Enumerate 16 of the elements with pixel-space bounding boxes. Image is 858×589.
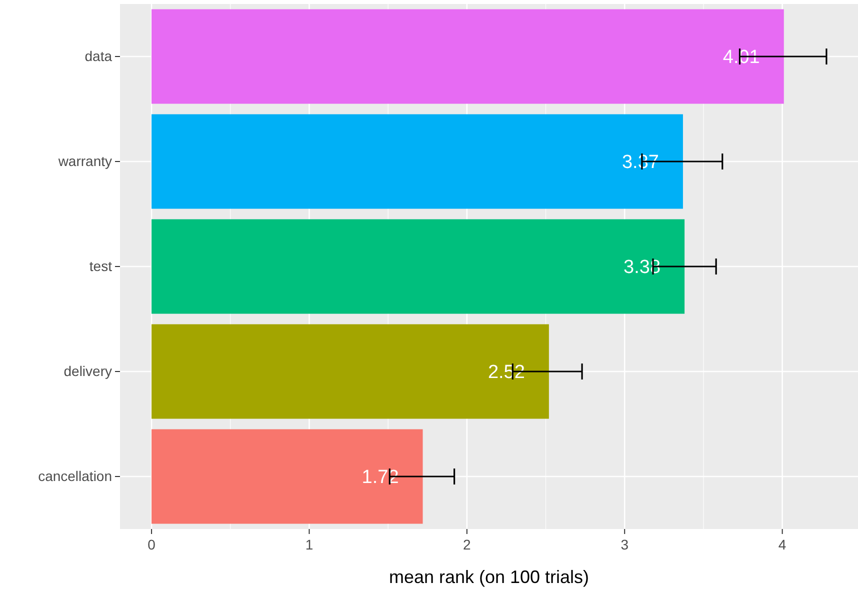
y-tick-label: data — [84, 48, 112, 64]
x-tick-label: 2 — [463, 536, 472, 553]
bar — [152, 9, 784, 104]
bar — [152, 219, 685, 314]
x-tick-label: 1 — [305, 536, 314, 553]
x-tick-label: 4 — [778, 536, 786, 553]
x-tick-label: 3 — [620, 536, 629, 553]
bar — [152, 114, 683, 209]
y-tick-label: test — [89, 258, 112, 274]
x-tick-label: 0 — [148, 536, 156, 553]
y-tick-label: warranty — [57, 152, 112, 169]
bar — [152, 429, 423, 524]
y-tick-label: delivery — [64, 362, 112, 379]
bar — [152, 324, 549, 419]
x-axis-title: mean rank (on 100 trials) — [388, 567, 590, 587]
y-tick-label: cancellation — [38, 468, 112, 484]
